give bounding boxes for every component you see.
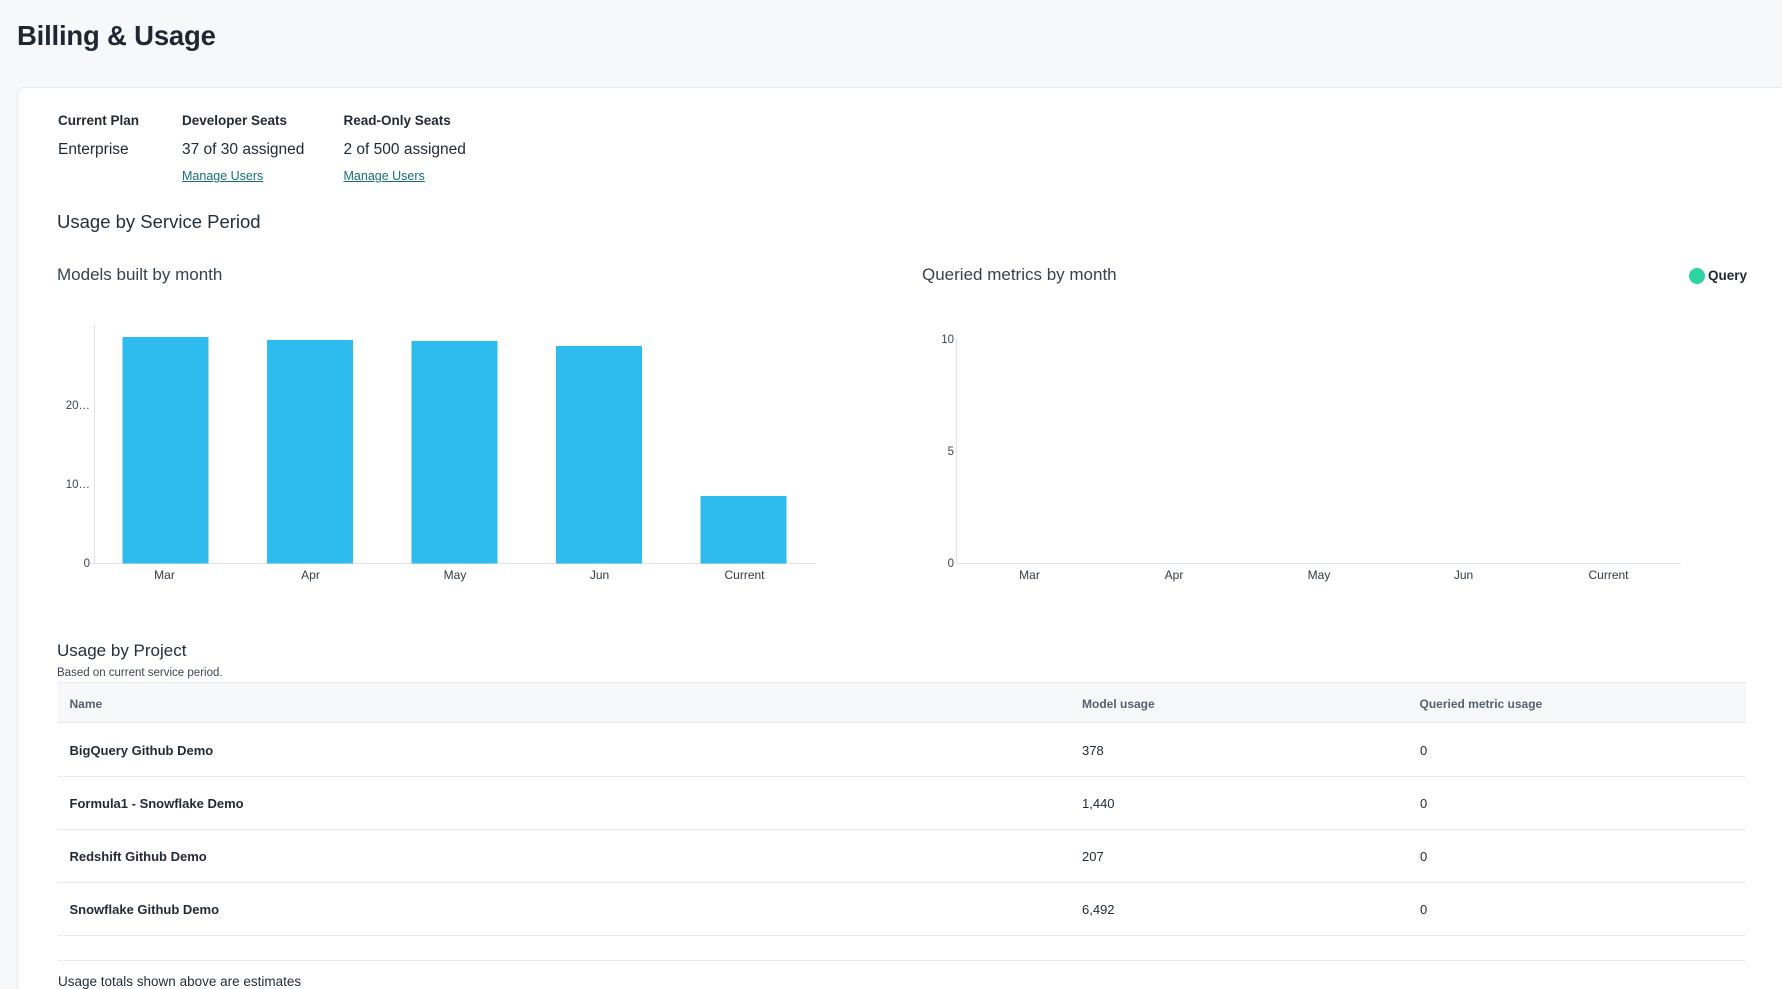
- svg-text:10: 10: [941, 334, 954, 346]
- svg-text:0: 0: [84, 558, 90, 570]
- svg-text:Apr: Apr: [301, 568, 320, 582]
- svg-text:Jun: Jun: [590, 568, 609, 582]
- svg-text:5: 5: [948, 446, 954, 458]
- svg-text:Current: Current: [724, 568, 765, 582]
- svg-text:20…: 20…: [66, 400, 90, 412]
- svg-text:Mar: Mar: [1019, 568, 1040, 582]
- svg-text:Current: Current: [1588, 568, 1629, 582]
- svg-text:0: 0: [948, 558, 954, 570]
- svg-text:Jun: Jun: [1454, 568, 1473, 582]
- svg-text:Mar: Mar: [154, 568, 175, 582]
- svg-text:May: May: [444, 568, 467, 582]
- svg-text:May: May: [1308, 568, 1331, 582]
- svg-text:10…: 10…: [66, 479, 90, 491]
- svg-text:Apr: Apr: [1165, 568, 1184, 582]
